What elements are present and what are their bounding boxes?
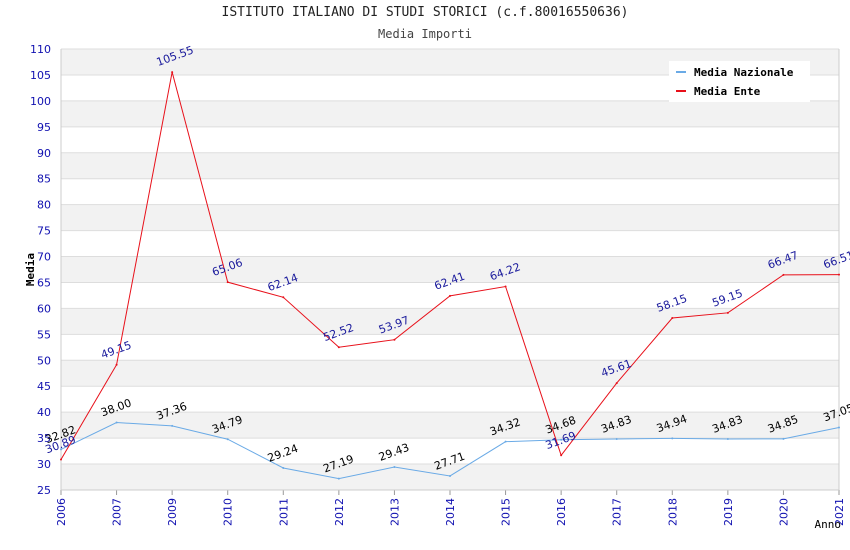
x-tick-label: 2015 bbox=[500, 498, 513, 526]
chart-subtitle: Media Importi bbox=[378, 27, 472, 41]
data-point bbox=[838, 426, 840, 429]
data-point bbox=[337, 477, 340, 480]
legend-entry: Media Nazionale bbox=[694, 66, 794, 79]
x-axis-title: Anno bbox=[815, 518, 842, 531]
data-point bbox=[560, 438, 563, 441]
data-point bbox=[60, 448, 62, 451]
x-tick-label: 2010 bbox=[222, 498, 235, 526]
x-tick-label: 2019 bbox=[722, 498, 735, 526]
x-tick-label: 2006 bbox=[55, 498, 68, 526]
grid-band bbox=[61, 386, 839, 413]
y-tick-label: 100 bbox=[30, 95, 51, 108]
legend-entry: Media Ente bbox=[694, 85, 761, 98]
grid-band bbox=[61, 360, 839, 387]
legend-box bbox=[669, 61, 810, 102]
y-tick-label: 50 bbox=[37, 354, 51, 367]
grid-band bbox=[61, 256, 839, 283]
data-point bbox=[671, 437, 674, 440]
y-tick-label: 45 bbox=[37, 380, 51, 393]
data-point bbox=[115, 421, 118, 424]
grid-band bbox=[61, 178, 839, 205]
x-tick-label: 2017 bbox=[611, 498, 624, 526]
grid-band bbox=[61, 438, 839, 465]
y-axis-title: Media bbox=[24, 253, 37, 286]
y-tick-label: 65 bbox=[37, 276, 51, 289]
data-point bbox=[393, 338, 396, 341]
data-point bbox=[504, 285, 507, 288]
x-tick-label: 2012 bbox=[333, 498, 346, 526]
data-point bbox=[726, 437, 729, 440]
x-tick-label: 2007 bbox=[111, 498, 124, 526]
y-tick-label: 25 bbox=[37, 484, 51, 497]
x-tick-label: 2014 bbox=[444, 498, 457, 526]
data-point bbox=[171, 71, 174, 74]
data-point bbox=[282, 467, 285, 470]
grid-band bbox=[61, 308, 839, 335]
data-point bbox=[226, 281, 229, 284]
data-point bbox=[282, 296, 285, 299]
y-tick-label: 110 bbox=[30, 43, 51, 56]
data-point bbox=[782, 273, 785, 276]
x-tick-label: 2021 bbox=[833, 498, 846, 526]
data-point bbox=[671, 317, 674, 320]
data-point bbox=[337, 346, 340, 349]
data-point bbox=[115, 363, 118, 366]
data-point bbox=[726, 311, 729, 314]
chart-title: ISTITUTO ITALIANO DI STUDI STORICI (c.f.… bbox=[221, 5, 629, 20]
data-point bbox=[171, 424, 174, 427]
data-point bbox=[838, 273, 840, 276]
x-tick-label: 2013 bbox=[388, 498, 401, 526]
grid-band bbox=[61, 412, 839, 439]
grid-band bbox=[61, 152, 839, 179]
y-tick-label: 70 bbox=[37, 251, 51, 264]
legend: Media Nazionale Media Ente bbox=[669, 61, 810, 102]
data-point bbox=[226, 438, 229, 441]
y-tick-label: 95 bbox=[37, 121, 51, 134]
x-tick-label: 2016 bbox=[555, 498, 568, 526]
x-tick-label: 2009 bbox=[166, 498, 179, 526]
data-point bbox=[560, 454, 563, 457]
grid-band bbox=[61, 230, 839, 257]
y-tick-label: 35 bbox=[37, 432, 51, 445]
grid-band bbox=[61, 334, 839, 361]
grid-band bbox=[61, 100, 839, 127]
data-point bbox=[393, 466, 396, 469]
data-point bbox=[615, 437, 618, 440]
y-tick-label: 55 bbox=[37, 328, 51, 341]
data-point bbox=[449, 474, 451, 477]
x-tick-label: 2018 bbox=[666, 498, 679, 526]
data-point bbox=[615, 382, 618, 385]
y-tick-label: 60 bbox=[37, 302, 51, 315]
x-tick-label: 2011 bbox=[277, 498, 290, 526]
grid-band bbox=[61, 464, 839, 490]
y-tick-label: 105 bbox=[30, 69, 51, 82]
data-point bbox=[449, 294, 451, 297]
data-point bbox=[504, 440, 507, 443]
data-point bbox=[782, 437, 785, 440]
y-tick-label: 75 bbox=[37, 225, 51, 238]
data-point bbox=[60, 458, 62, 461]
y-tick-label: 30 bbox=[37, 458, 51, 471]
grid-band bbox=[61, 204, 839, 231]
y-tick-label: 90 bbox=[37, 147, 51, 160]
y-tick-label: 40 bbox=[37, 406, 51, 419]
y-tick-label: 85 bbox=[37, 173, 51, 186]
y-tick-label: 80 bbox=[37, 199, 51, 212]
x-tick-label: 2020 bbox=[777, 498, 790, 526]
grid-band bbox=[61, 126, 839, 153]
